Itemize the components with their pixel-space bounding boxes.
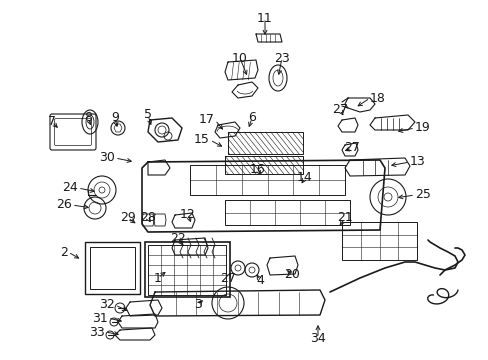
Text: 30: 30 (99, 152, 115, 165)
Bar (90, 247, 135, 289)
Bar (224, 156, 303, 174)
Text: 28: 28 (140, 211, 156, 225)
Bar (341, 222, 416, 260)
Text: 2: 2 (60, 246, 68, 258)
Text: 14: 14 (297, 171, 312, 184)
Text: 34: 34 (309, 332, 325, 345)
Text: 32: 32 (99, 298, 115, 311)
Text: 1: 1 (154, 271, 162, 284)
Bar (190, 165, 345, 195)
Text: 6: 6 (247, 112, 255, 125)
Text: 10: 10 (232, 51, 247, 64)
Text: 13: 13 (409, 156, 425, 168)
Text: 17: 17 (199, 113, 215, 126)
Text: 29: 29 (120, 211, 136, 225)
Text: 27: 27 (331, 104, 347, 117)
Text: 23: 23 (274, 51, 289, 64)
Text: 31: 31 (92, 311, 108, 324)
Text: 3: 3 (194, 298, 202, 311)
Text: 26: 26 (56, 198, 72, 211)
Text: 16: 16 (250, 163, 265, 176)
Bar (148, 245, 225, 295)
Text: 19: 19 (414, 121, 430, 135)
Text: 25: 25 (414, 189, 430, 202)
Bar (227, 132, 303, 154)
Text: 18: 18 (369, 91, 385, 104)
Text: 11: 11 (257, 12, 272, 24)
Bar (224, 200, 349, 225)
Text: 15: 15 (194, 134, 209, 147)
Text: 5: 5 (143, 108, 152, 121)
Text: 12: 12 (180, 208, 196, 221)
Text: 27: 27 (220, 271, 235, 284)
Text: 33: 33 (89, 325, 105, 338)
Text: 22: 22 (170, 231, 185, 244)
Text: 20: 20 (284, 269, 299, 282)
Text: 4: 4 (256, 274, 264, 287)
Text: 27: 27 (344, 141, 359, 154)
Text: 8: 8 (84, 112, 92, 125)
Text: 9: 9 (111, 112, 119, 125)
Bar (85, 242, 140, 294)
Bar (145, 242, 229, 297)
Text: 21: 21 (336, 211, 352, 225)
Text: 24: 24 (62, 181, 78, 194)
Text: 7: 7 (48, 116, 56, 129)
